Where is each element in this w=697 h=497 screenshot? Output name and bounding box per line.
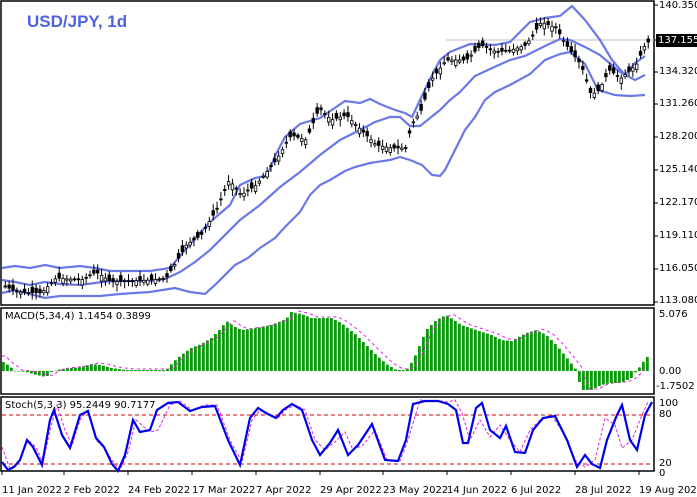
stoch-d-line [1, 399, 649, 471]
macd-axis-label: 0.00 [659, 366, 682, 377]
stoch-axis-label: 20 [659, 458, 672, 469]
date-label: 19 Aug 2022 [639, 485, 697, 496]
macd-signal-line [2, 310, 647, 390]
stoch-k-line [1, 399, 653, 474]
price-label: 140.350 [659, 0, 697, 11]
stoch-panel-frame [0, 396, 655, 472]
macd-label: MACD(5,34,4) 1.1454 0.3899 [5, 311, 151, 322]
bb-middle [1, 37, 646, 287]
bb-upper [1, 4, 646, 273]
main-panel-frame [0, 0, 655, 306]
price-label: 122.170 [659, 197, 697, 208]
date-label: 14 Jun 2022 [447, 485, 508, 496]
date-label: 28 Jul 2022 [575, 485, 632, 496]
price-label: 134.320 [659, 66, 697, 77]
date-label: 24 Feb 2022 [128, 485, 191, 496]
macd-axis-label: -1.7502 [656, 381, 695, 392]
date-label: 23 May 2022 [383, 485, 449, 496]
bollinger-bands [1, 4, 646, 300]
price-label: 131.260 [659, 98, 697, 109]
stoch-axis-label: 0 [659, 468, 666, 479]
stoch-axis-label: 80 [659, 409, 672, 420]
price-label: 113.080 [659, 295, 697, 306]
macd-axis-label: 5.076 [659, 309, 688, 320]
macd-panel-frame [0, 307, 655, 395]
date-label: 29 Apr 2022 [320, 485, 382, 496]
price-label: 116.050 [659, 263, 697, 274]
date-label: 17 Mar 2022 [192, 485, 256, 496]
stoch-label: Stoch(5,3,3) 95.2449 90.7177 [5, 400, 156, 411]
chart-title: USD/JPY, 1d [27, 12, 128, 31]
date-label: 2 Feb 2022 [64, 485, 120, 496]
price-label: 128.200 [659, 131, 697, 142]
stoch-axis-label: 100 [659, 398, 679, 409]
price-label: 119.110 [659, 230, 697, 241]
current-price-tag: 137.155 [656, 34, 697, 47]
price-label: 125.140 [659, 164, 697, 175]
date-label: 6 Jul 2022 [511, 485, 562, 496]
date-label: 11 Jan 2022 [2, 485, 62, 496]
date-axis-ticks [1, 471, 640, 475]
candlesticks [3, 17, 650, 300]
bb-lower [1, 50, 646, 300]
macd-histogram [2, 312, 649, 390]
date-label: 7 Apr 2022 [256, 485, 312, 496]
